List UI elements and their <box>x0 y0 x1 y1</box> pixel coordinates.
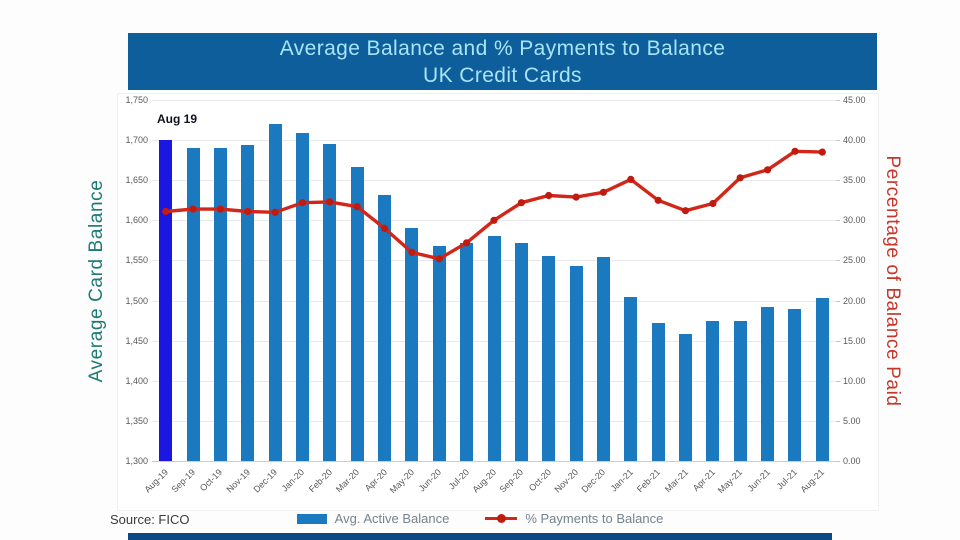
left-axis-title: Average Card Balance <box>86 179 107 383</box>
right-axis-tick-mark <box>836 461 840 462</box>
right-axis-tick-mark <box>836 381 840 382</box>
line-swatch-dot-icon <box>497 514 507 523</box>
footer-accent-bar <box>128 533 832 540</box>
balance-bar <box>569 266 583 461</box>
balance-bar <box>186 148 200 461</box>
right-axis-tick-mark <box>836 100 840 101</box>
balance-bar <box>323 144 337 461</box>
balance-bar <box>706 321 720 461</box>
balance-bar <box>432 246 446 461</box>
grid-line <box>152 220 836 221</box>
left-axis-tick-label: 1,750 <box>125 95 148 105</box>
balance-bar <box>815 298 829 461</box>
left-axis-tick-label: 1,700 <box>125 135 148 146</box>
right-axis-tick-mark <box>836 421 840 422</box>
legend-label-balance: Avg. Active Balance <box>334 511 450 526</box>
balance-bar <box>624 296 638 461</box>
left-axis-tick-label: 1,450 <box>125 335 148 346</box>
right-axis-tick-label: 0.00 <box>843 456 861 466</box>
right-axis-tick-mark <box>836 260 840 261</box>
right-axis-tick-label: 45.00 <box>843 95 866 105</box>
legend: Avg. Active Balance % Payments to Balanc… <box>0 511 960 526</box>
right-axis-tick-mark <box>836 220 840 221</box>
balance-bar <box>651 323 665 461</box>
balance-bar <box>487 236 501 461</box>
balance-bar <box>350 166 364 461</box>
right-axis-tick-mark <box>836 341 840 342</box>
left-axis-tick-label: 1,400 <box>125 375 148 386</box>
grid-line <box>152 100 836 101</box>
left-axis-tick-label: 1,550 <box>125 255 148 266</box>
balance-bar <box>241 144 255 461</box>
right-axis-tick-label: 30.00 <box>843 215 866 226</box>
balance-bar <box>761 306 775 461</box>
right-axis-tick-label: 40.00 <box>843 135 866 146</box>
grid-line <box>152 180 836 181</box>
chart-title-line2: UK Credit Cards <box>423 63 582 87</box>
balance-bar <box>378 194 392 461</box>
balance-bar <box>679 334 693 461</box>
right-axis-title: Percentage of Balance Paid <box>882 155 903 407</box>
left-axis-tick-label: 1,500 <box>125 295 148 306</box>
left-axis-tick-label: 1,300 <box>125 456 148 466</box>
right-axis-tick-mark <box>836 140 840 141</box>
balance-bar <box>268 124 282 461</box>
x-axis-line <box>152 461 836 462</box>
source-caption: Source: FICO <box>110 512 190 527</box>
left-axis-tick-label: 1,350 <box>125 415 148 426</box>
legend-label-payments: % Payments to Balance <box>525 511 664 526</box>
left-axis-tick-label: 1,650 <box>125 175 148 186</box>
right-axis-tick-label: 10.00 <box>843 375 866 386</box>
right-axis-tick-label: 20.00 <box>843 295 866 306</box>
right-axis-tick-label: 5.00 <box>843 415 861 426</box>
chart-title-line1: Average Balance and % Payments to Balanc… <box>279 36 726 60</box>
line-swatch-icon <box>485 514 518 523</box>
balance-bar <box>733 320 747 461</box>
right-axis-tick-label: 35.00 <box>843 175 866 186</box>
left-axis-tick-label: 1,600 <box>125 215 148 226</box>
legend-item-payments: % Payments to Balance <box>485 511 663 526</box>
right-axis-tick-mark <box>836 301 840 302</box>
balance-bar <box>596 257 610 461</box>
first-point-annotation: Aug 19 <box>157 112 198 126</box>
right-axis-tick-label: 25.00 <box>843 255 866 266</box>
bar-swatch-icon <box>296 513 327 524</box>
balance-bar <box>213 148 227 461</box>
right-axis-tick-label: 15.00 <box>843 335 866 346</box>
right-axis-tick-mark <box>836 180 840 181</box>
balance-bar <box>159 140 173 461</box>
balance-bar <box>460 242 474 461</box>
title-banner: Average Balance and % Payments to Balanc… <box>128 33 877 90</box>
balance-bar <box>788 309 802 461</box>
balance-bar <box>295 132 309 461</box>
legend-item-balance: Avg. Active Balance <box>296 511 450 526</box>
balance-bar <box>405 228 419 461</box>
grid-line <box>152 140 836 141</box>
balance-bar <box>542 256 556 461</box>
balance-bar <box>514 242 528 461</box>
